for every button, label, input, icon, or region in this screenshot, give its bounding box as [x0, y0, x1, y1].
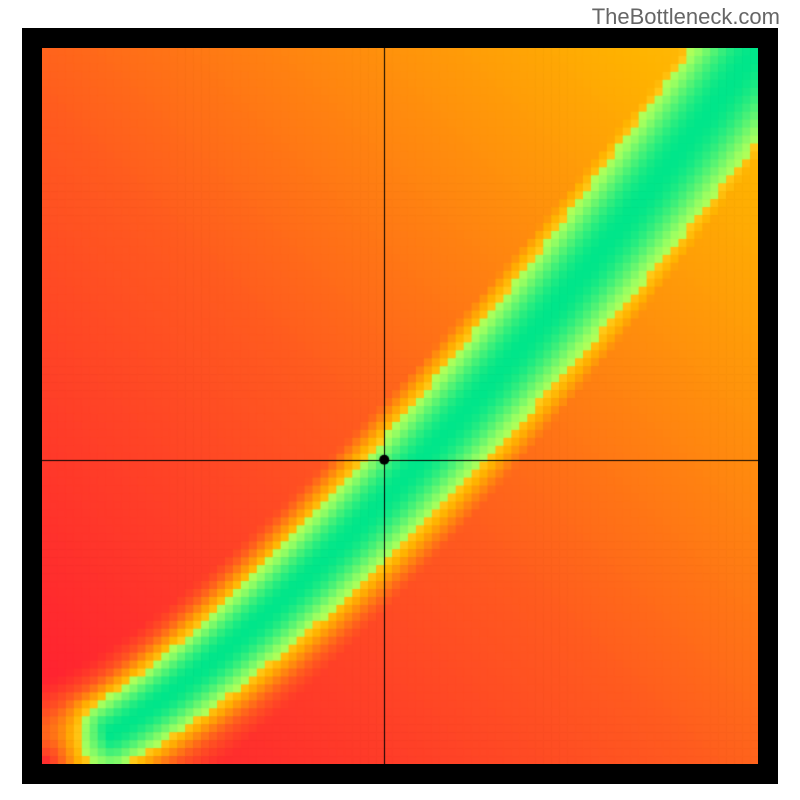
chart-container: TheBottleneck.com	[0, 0, 800, 800]
watermark-text: TheBottleneck.com	[592, 4, 780, 30]
heatmap-canvas	[42, 48, 758, 764]
chart-frame	[22, 28, 778, 784]
